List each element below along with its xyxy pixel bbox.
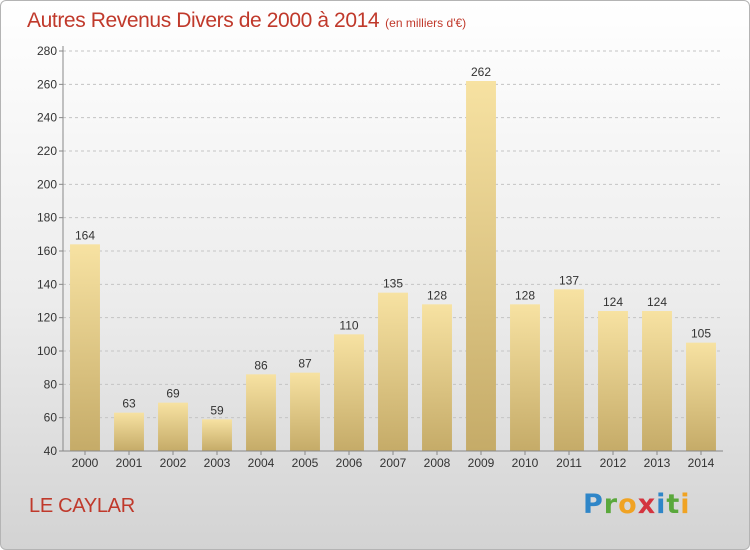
x-tick-label: 2009: [468, 456, 495, 470]
y-tick-label: 200: [37, 177, 57, 191]
bar: [510, 304, 540, 451]
labels: 40 60 80 100 120 140 160 180 200 220 240 260 280 164 2…: [37, 44, 715, 470]
bar: [290, 372, 320, 451]
x-tick-label: 2007: [380, 456, 407, 470]
bar: [70, 244, 100, 451]
y-tick-label: 60: [44, 411, 58, 425]
bar: [202, 419, 232, 451]
y-tick-label: 100: [37, 344, 57, 358]
y-tick-label: 240: [37, 111, 57, 125]
x-tick-label: 2012: [600, 456, 627, 470]
data-label: 164: [75, 228, 95, 242]
y-tick-label: 180: [37, 211, 57, 225]
chart-title: Autres Revenus Divers de 2000 à 2014 (en …: [27, 9, 466, 33]
y-tick-label: 160: [37, 244, 57, 258]
bar: [422, 304, 452, 451]
data-label: 137: [559, 273, 579, 287]
x-tick-label: 2011: [556, 456, 582, 470]
bar: [686, 342, 716, 451]
x-tick-label: 2013: [644, 456, 671, 470]
y-tick-label: 220: [37, 144, 57, 158]
data-label: 86: [254, 358, 268, 372]
bar: [246, 374, 276, 451]
data-label: 124: [647, 295, 667, 309]
data-label: 128: [427, 288, 447, 302]
data-label: 135: [383, 277, 403, 291]
axes: [59, 46, 723, 455]
data-label: 128: [515, 288, 535, 302]
y-tick-label: 40: [44, 444, 58, 458]
data-label: 69: [166, 387, 180, 401]
x-tick-label: 2005: [292, 456, 319, 470]
data-label: 124: [603, 295, 623, 309]
chart-title-text: Autres Revenus Divers de 2000 à 2014: [27, 9, 380, 32]
bar: [378, 292, 408, 451]
x-tick-label: 2014: [688, 456, 715, 470]
y-tick-label: 80: [44, 377, 58, 391]
x-tick-label: 2002: [160, 456, 187, 470]
bar: [554, 289, 584, 451]
bar: [114, 412, 144, 451]
chart-subtitle: (en milliers d'€): [385, 16, 467, 30]
x-tick-label: 2006: [336, 456, 363, 470]
bar: [466, 81, 496, 451]
data-label: 262: [471, 65, 491, 79]
bars: [70, 81, 716, 451]
bar: [158, 402, 188, 451]
bar: [334, 334, 364, 451]
x-tick-label: 2010: [512, 456, 539, 470]
x-tick-label: 2001: [116, 456, 143, 470]
x-tick-label: 2000: [72, 456, 99, 470]
y-tick-label: 120: [37, 311, 57, 325]
bar: [598, 311, 628, 451]
y-tick-label: 260: [37, 77, 57, 91]
y-tick-label: 140: [37, 277, 57, 291]
location-label: LE CAYLAR: [29, 495, 135, 517]
data-label: 87: [298, 357, 312, 371]
x-tick-label: 2004: [248, 456, 275, 470]
proxiti-logo: Proxiti: [583, 489, 691, 520]
data-label: 59: [210, 403, 224, 417]
data-label: 105: [691, 327, 711, 341]
y-tick-label: 280: [37, 44, 57, 58]
x-tick-label: 2003: [204, 456, 231, 470]
data-label: 63: [122, 397, 136, 411]
x-tick-label: 2008: [424, 456, 451, 470]
bar: [642, 311, 672, 451]
data-label: 110: [339, 318, 358, 332]
